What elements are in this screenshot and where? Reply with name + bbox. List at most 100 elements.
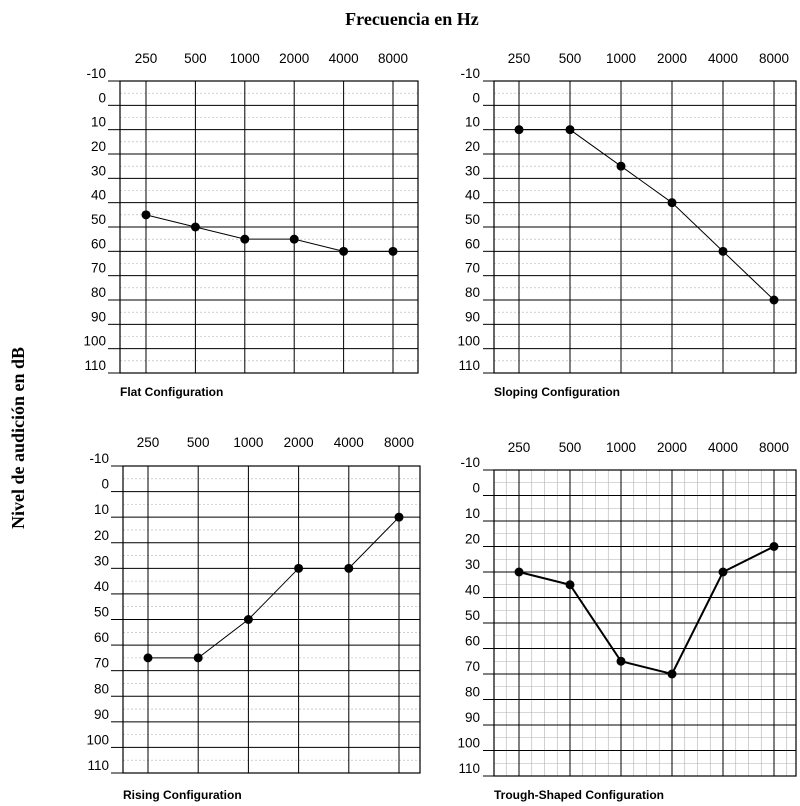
x-tick-label: 250	[508, 51, 531, 66]
x-tick-label: 250	[135, 51, 158, 66]
y-tick-label: 80	[91, 285, 106, 300]
series-line	[519, 129, 775, 301]
y-tick-label: 80	[465, 285, 480, 300]
y-tick-label: 10	[465, 115, 480, 130]
y-tick-label: 10	[94, 502, 109, 517]
data-point	[344, 563, 354, 573]
y-tick-label: 60	[465, 236, 480, 251]
x-tick-label: 500	[559, 51, 582, 66]
x-tick-label: 1000	[606, 440, 636, 455]
chart-panel-3: -10 0 10 20 30 40 50 60 70 80 90 100 110 250 500 1000 20…	[86, 435, 421, 802]
y-tick-label: 0	[472, 90, 480, 105]
y-tick-label: -10	[460, 455, 480, 470]
plot-border	[119, 80, 419, 374]
y-tick-label: 10	[91, 115, 106, 130]
y-tick-label: 90	[91, 309, 106, 324]
x-tick-label: 500	[184, 51, 207, 66]
data-point	[243, 615, 253, 624]
plot-border	[122, 465, 421, 774]
x-tick-label: 4000	[334, 435, 364, 450]
x-tick-label: 8000	[378, 51, 408, 66]
y-axis-main-title: Nivel de audición en dB	[8, 347, 28, 529]
y-tick-label: 20	[91, 139, 106, 154]
x-axis-main-title: Frecuencia en Hz	[345, 9, 479, 29]
y-tick-label: 110	[458, 358, 480, 373]
y-tick-label: 100	[83, 334, 106, 349]
y-tick-label: 0	[98, 90, 106, 105]
y-tick-label: 0	[101, 477, 109, 492]
x-tick-label: 2000	[284, 435, 314, 450]
data-point	[193, 653, 203, 663]
data-point	[339, 246, 349, 256]
y-tick-label: 70	[465, 261, 480, 276]
y-tick-label: 60	[94, 630, 109, 645]
y-tick-label: 70	[91, 261, 106, 276]
data-point	[718, 567, 728, 577]
y-tick-label: 30	[465, 557, 480, 572]
data-point	[565, 125, 575, 135]
data-point	[190, 222, 200, 232]
y-tick-label: 110	[87, 758, 109, 773]
y-tick-label: -10	[460, 66, 480, 81]
y-tick-label: 40	[465, 583, 480, 598]
y-tick-label: 30	[465, 163, 480, 178]
y-tick-label: 50	[465, 608, 480, 623]
y-tick-label: 20	[465, 139, 480, 154]
data-point	[565, 580, 575, 590]
x-tick-label: 8000	[384, 435, 414, 450]
data-point	[388, 246, 398, 256]
x-tick-label: 250	[137, 435, 160, 450]
chart-panel-1: -10 0 10 20 30 40 50 60 70 80 90 100 110 250 500 1000 20…	[83, 51, 419, 399]
chart-title: Rising Configuration	[123, 788, 242, 802]
y-tick-label: 110	[458, 761, 480, 776]
y-tick-label: 50	[91, 212, 106, 227]
x-tick-label: 2000	[657, 51, 687, 66]
data-point	[294, 563, 304, 573]
y-tick-label: 70	[465, 659, 480, 674]
y-tick-label: 80	[465, 685, 480, 700]
data-point	[769, 542, 779, 551]
x-tick-label: 1000	[233, 435, 263, 450]
y-tick-label: 40	[91, 188, 106, 203]
y-tick-label: 100	[457, 736, 480, 751]
chart-panel-2: -10 0 10 20 30 40 50 60 70 80 90 100 110 250 500 1000 20…	[457, 51, 797, 399]
y-tick-label: 100	[457, 334, 480, 349]
data-point	[616, 161, 626, 171]
data-point	[514, 567, 524, 577]
y-tick-label: 50	[465, 212, 480, 227]
chart-title: Flat Configuration	[120, 385, 223, 399]
series-line	[518, 545, 775, 676]
y-tick-label: 90	[465, 710, 480, 725]
x-tick-label: 2000	[657, 440, 687, 455]
y-tick-label: 70	[94, 656, 109, 671]
y-tick-label: 10	[465, 506, 480, 521]
data-point	[143, 653, 153, 663]
data-point	[141, 210, 151, 220]
y-tick-label: 20	[465, 532, 480, 547]
y-tick-label: -10	[89, 451, 109, 466]
x-tick-label: 1000	[230, 51, 260, 66]
data-point	[667, 198, 677, 208]
y-tick-label: 60	[91, 236, 106, 251]
data-point	[289, 234, 299, 244]
y-tick-label: 30	[94, 553, 109, 568]
x-tick-label: 250	[508, 440, 531, 455]
y-tick-label: 0	[472, 481, 480, 496]
data-point	[718, 246, 728, 256]
series-line	[148, 516, 400, 659]
y-tick-label: 40	[465, 188, 480, 203]
plot-border	[493, 469, 797, 777]
plot-border	[493, 80, 797, 374]
y-tick-label: 100	[86, 732, 109, 747]
x-tick-label: 8000	[759, 51, 789, 66]
x-tick-label: 500	[559, 440, 582, 455]
y-tick-label: 90	[94, 707, 109, 722]
x-tick-label: 4000	[329, 51, 359, 66]
chart-panel-4: -10 0 10 20 30 40 50 60 70 80 90 100 110 250 500 1000 20…	[457, 440, 797, 802]
series-line	[145, 214, 393, 252]
data-point	[394, 512, 404, 522]
x-tick-label: 1000	[606, 51, 636, 66]
data-point	[616, 656, 626, 666]
